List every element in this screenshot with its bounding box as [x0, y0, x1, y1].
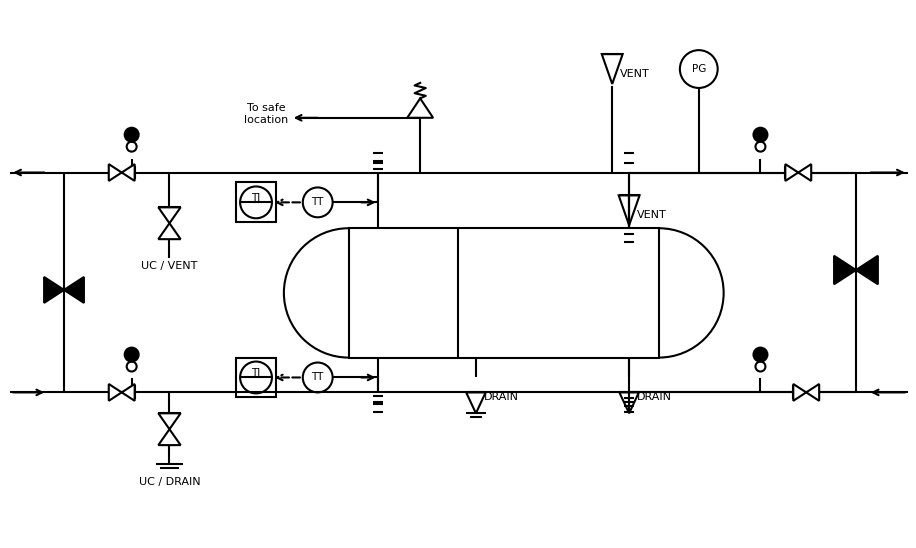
Text: TI: TI — [251, 368, 261, 378]
Circle shape — [754, 347, 768, 362]
Polygon shape — [785, 164, 798, 181]
Polygon shape — [834, 256, 856, 284]
Text: DRAIN: DRAIN — [638, 392, 672, 402]
Text: PG: PG — [692, 64, 706, 74]
Circle shape — [125, 128, 138, 142]
Text: TI: TI — [251, 192, 261, 203]
Text: To safe
location: To safe location — [244, 103, 289, 125]
Bar — [236, 182, 276, 222]
Polygon shape — [109, 384, 122, 401]
Polygon shape — [122, 384, 135, 401]
Polygon shape — [64, 277, 84, 303]
Polygon shape — [44, 277, 64, 303]
Polygon shape — [793, 384, 806, 401]
Circle shape — [125, 347, 138, 362]
Bar — [349, 228, 659, 358]
Circle shape — [754, 128, 768, 142]
Text: VENT: VENT — [620, 69, 650, 79]
Text: TT: TT — [311, 373, 324, 383]
Text: UC / DRAIN: UC / DRAIN — [138, 477, 201, 487]
Text: UC / VENT: UC / VENT — [141, 261, 198, 271]
Bar — [236, 358, 276, 397]
Text: TT: TT — [311, 197, 324, 207]
Polygon shape — [856, 256, 878, 284]
Polygon shape — [798, 164, 812, 181]
Polygon shape — [122, 164, 135, 181]
Polygon shape — [109, 164, 122, 181]
Text: DRAIN: DRAIN — [484, 392, 518, 402]
Text: VENT: VENT — [638, 210, 667, 220]
Polygon shape — [806, 384, 819, 401]
